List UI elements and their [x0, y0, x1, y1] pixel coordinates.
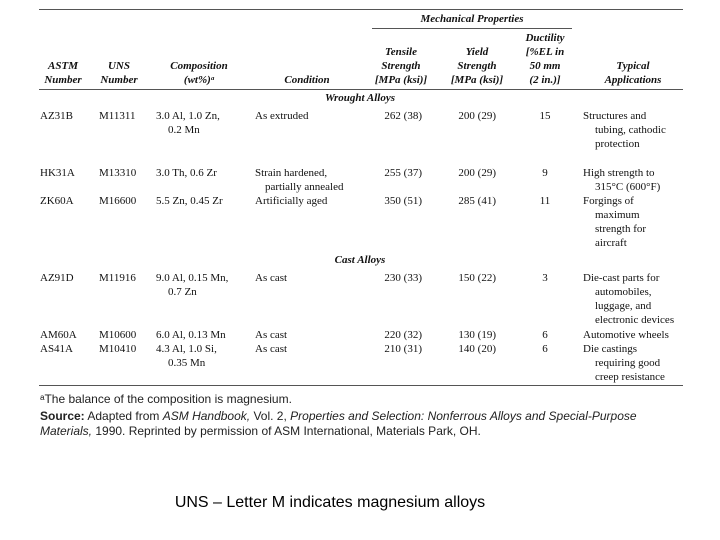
cell-tensile: 220 (32): [384, 329, 422, 341]
cell-ductility: 6: [542, 343, 548, 355]
cell-uns: M16600: [99, 195, 137, 207]
cell-ductility: 6: [542, 329, 548, 341]
section-cast: Cast Alloys: [334, 254, 386, 266]
cell-yield: 200 (29): [458, 167, 496, 179]
cell-applications: Structures and tubing, cathodic protection: [583, 110, 666, 150]
header-bottom-rule: [39, 89, 683, 90]
cell-tensile: 230 (33): [384, 272, 422, 284]
cell-uns: M10600: [99, 329, 137, 341]
cell-condition: As cast: [255, 329, 288, 341]
section-wrought: Wrought Alloys: [325, 92, 395, 104]
cell-ductility: 15: [539, 110, 551, 122]
cell-composition: 5.5 Zn, 0.45 Zr: [156, 195, 223, 207]
cell-applications: Die-cast parts for automobiles, luggage, a…: [583, 272, 675, 326]
cell-ductility: 3: [542, 272, 548, 284]
cell-composition: 9.0 Al, 0.15 Mn, 0.7 Zn: [156, 272, 229, 298]
cell-condition: As cast: [255, 272, 288, 284]
slide-caption: UNS – Letter M indicates magnesium alloy…: [174, 494, 486, 511]
cell-tensile: 255 (37): [384, 167, 422, 179]
header-ductility: Ductility [%EL in 50 mm (2 in.)]: [525, 32, 565, 86]
cell-condition: Artificially aged: [255, 195, 328, 207]
cell-uns: M13310: [99, 167, 137, 179]
cell-ductility: 9: [542, 167, 548, 179]
cell-tensile: 262 (38): [384, 110, 422, 122]
cell-condition: As cast: [255, 343, 288, 355]
group-header: Mechanical Properties: [420, 13, 524, 25]
cell-tensile: 350 (51): [384, 195, 422, 207]
table-bottom-rule: [39, 385, 683, 386]
source-label: Source:: [40, 409, 85, 423]
cell-applications: High strength to 315°C (600°F): [583, 167, 661, 193]
cell-ductility: 11: [539, 195, 551, 207]
cell-yield: 285 (41): [458, 195, 496, 207]
cell-composition: 6.0 Al, 0.13 Mn: [156, 329, 226, 341]
cell-composition: 3.0 Th, 0.6 Zr: [156, 167, 217, 179]
cell-astm: ZK60A: [40, 195, 74, 207]
header-composition: Composition (wt%)ᵃ: [170, 60, 228, 86]
cell-uns: M11916: [99, 272, 136, 284]
cell-yield: 130 (19): [458, 329, 496, 341]
header-tensile: Tensile Strength [MPa (ksi)]: [374, 46, 428, 86]
group-header-rule: [372, 28, 572, 29]
cell-composition: 4.3 Al, 1.0 Si, 0.35 Mn: [156, 343, 217, 369]
cell-applications: Automotive wheels: [583, 329, 669, 341]
cell-uns: M11311: [99, 110, 136, 122]
cell-condition: As extruded: [255, 110, 309, 122]
cell-yield: 150 (22): [458, 272, 496, 284]
cell-condition: Strain hardened, partially annealed: [255, 167, 344, 193]
cell-astm: AS41A: [40, 343, 74, 355]
cell-applications: Die castings requiring good creep resistan…: [583, 343, 665, 383]
cell-yield: 140 (20): [458, 343, 496, 355]
cell-tensile: 210 (31): [384, 343, 422, 355]
cell-astm: AZ91D: [40, 272, 74, 284]
header-astm: ASTM Number: [44, 60, 82, 86]
cell-composition: 3.0 Al, 1.0 Zn, 0.2 Mn: [156, 110, 220, 136]
table-top-rule: [39, 9, 683, 10]
source-note: Source: Adapted from ASM Handbook, Vol. …: [40, 409, 637, 438]
footnote: ᵃThe balance of the composition is magne…: [40, 392, 292, 406]
cell-uns: M10410: [99, 343, 137, 355]
cell-astm: AZ31B: [40, 110, 73, 122]
header-condition: Condition: [284, 74, 330, 86]
cell-astm: HK31A: [40, 167, 75, 179]
cell-yield: 200 (29): [458, 110, 496, 122]
cell-astm: AM60A: [40, 329, 77, 341]
header-applications: Typical Applications: [604, 60, 662, 86]
cell-applications: Forgings of maximum strength for aircraft: [583, 195, 647, 249]
header-uns: UNS Number: [100, 60, 138, 86]
header-yield: Yield Strength [MPa (ksi)]: [450, 46, 504, 86]
